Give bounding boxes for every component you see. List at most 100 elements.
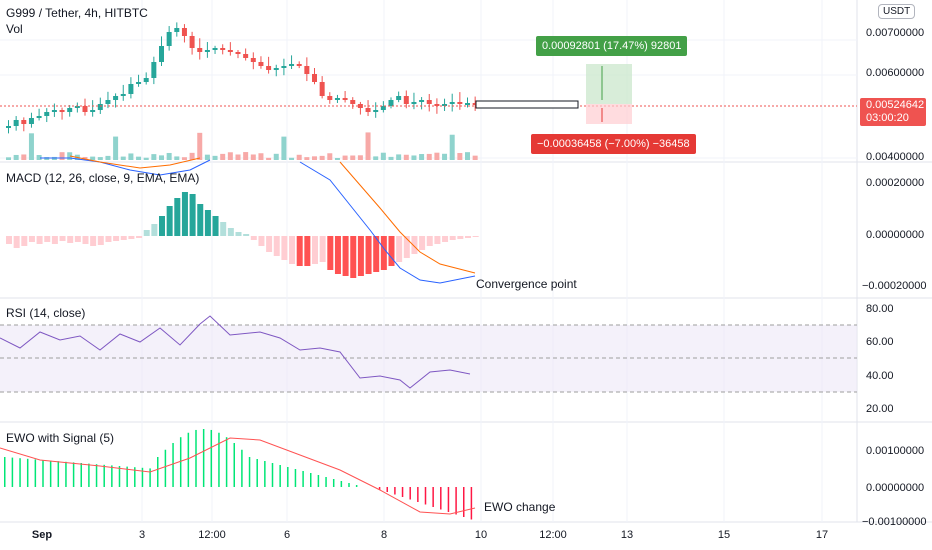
ewo-signal-line <box>0 437 476 515</box>
volume-bar <box>120 156 126 160</box>
ewo-bar <box>325 477 327 487</box>
volume-bar <box>36 155 42 160</box>
ewo-title[interactable]: EWO with Signal (5) <box>6 431 115 445</box>
volume-bar <box>181 157 187 160</box>
volume-bar <box>258 153 264 160</box>
ewo-bar <box>210 429 213 487</box>
ewo-bar <box>271 463 274 487</box>
ewo-bar <box>248 457 251 487</box>
ewo-bar <box>455 487 457 515</box>
volume-bar <box>426 153 432 160</box>
volume-bar <box>357 155 363 160</box>
macd-histogram-bar <box>136 236 143 238</box>
convergence-annotation[interactable]: Convergence point <box>476 277 577 291</box>
macd-histogram-bar <box>327 236 334 270</box>
volume-bar <box>159 155 164 160</box>
ewo-bar <box>447 487 450 512</box>
volume-bar <box>90 156 96 160</box>
candle-body <box>243 54 249 58</box>
ewo-bar <box>310 473 312 487</box>
ewo-bar <box>141 467 144 487</box>
ewo-bar <box>187 432 190 487</box>
candle-body <box>319 82 325 96</box>
ewo-bar <box>355 485 358 487</box>
volume-label[interactable]: Vol <box>6 22 23 36</box>
ewo-bar <box>279 465 281 487</box>
candle-body <box>419 100 425 102</box>
macd-histogram-bar <box>59 236 66 241</box>
macd-histogram-bar <box>250 236 257 240</box>
volume-bar <box>281 136 287 160</box>
candle-body <box>373 110 379 112</box>
ewo-bar <box>241 449 243 487</box>
macd-title[interactable]: MACD (12, 26, close, 9, EMA, EMA) <box>6 171 200 185</box>
volume-bar <box>204 154 210 160</box>
volume-bar <box>28 133 34 160</box>
volume-bar <box>296 154 302 160</box>
candle-body <box>350 100 356 104</box>
volume-bar <box>13 154 19 160</box>
rsi-tick: 80.00 <box>866 303 894 315</box>
macd-histogram-bar <box>13 236 20 248</box>
price-tick: 0.00400000 <box>866 151 925 163</box>
macd-histogram-bar <box>36 236 43 244</box>
volume-bar <box>403 154 409 160</box>
candle-body <box>396 96 402 100</box>
volume-bar <box>21 154 27 160</box>
volume-bar <box>388 156 394 160</box>
time-tick: 17 <box>815 529 829 541</box>
ewo-bar <box>302 471 304 487</box>
rsi-title[interactable]: RSI (14, close) <box>6 306 86 320</box>
candle-body <box>403 96 409 104</box>
candle-body <box>13 120 19 126</box>
candle-body <box>197 48 203 52</box>
volume-bar <box>67 152 73 160</box>
candle-body <box>74 106 80 108</box>
ewo-bar <box>378 487 381 490</box>
candle-body <box>327 96 333 100</box>
candle-body <box>51 110 57 112</box>
time-tick: 12:00 <box>539 529 567 541</box>
volume-bar <box>189 152 195 160</box>
macd-histogram-bar <box>159 216 165 236</box>
volume-bar <box>136 156 142 160</box>
volume-bar <box>304 157 310 160</box>
ewo-tick: 0.00000000 <box>866 482 925 494</box>
macd-histogram-bar <box>174 198 181 236</box>
macd-histogram-bar <box>472 236 479 237</box>
ewo-bar <box>317 475 320 487</box>
candle-body <box>6 126 11 128</box>
macd-histogram-bar <box>82 236 89 244</box>
candle-body <box>388 100 394 106</box>
candle-body <box>266 66 272 70</box>
candle-body <box>296 64 302 66</box>
macd-histogram-bar <box>449 236 456 240</box>
candle-body <box>250 58 256 62</box>
macd-histogram-bar <box>442 236 449 242</box>
time-tick: 10 <box>474 529 488 541</box>
volume-bar <box>327 153 333 160</box>
ewo-bar <box>49 460 52 487</box>
symbol-title[interactable]: G999 / Tether, 4h, HITBTC <box>6 6 148 20</box>
volume-bar <box>449 134 455 160</box>
candle-body <box>82 106 88 112</box>
candle-body <box>449 102 455 104</box>
macd-histogram-bar <box>334 236 341 274</box>
macd-histogram-bar <box>403 236 410 258</box>
ewo-bar <box>409 487 411 500</box>
ewo-bar <box>332 479 335 487</box>
candle-body <box>67 108 73 112</box>
macd-histogram-bar <box>51 236 58 244</box>
currency-button[interactable]: USDT <box>878 4 916 19</box>
ewo-bar <box>233 443 235 487</box>
ewo-annotation[interactable]: EWO change <box>484 500 556 514</box>
candle-body <box>204 50 210 52</box>
macd-histogram-bar <box>151 224 158 236</box>
macd-histogram-bar <box>296 236 303 266</box>
ewo-bar <box>95 464 98 487</box>
ewo-bar <box>34 459 37 487</box>
ewo-bar <box>88 463 90 487</box>
stop-badge: −0.00036458 (−7.00%) −36458 <box>531 134 696 154</box>
candle-body <box>227 50 233 52</box>
